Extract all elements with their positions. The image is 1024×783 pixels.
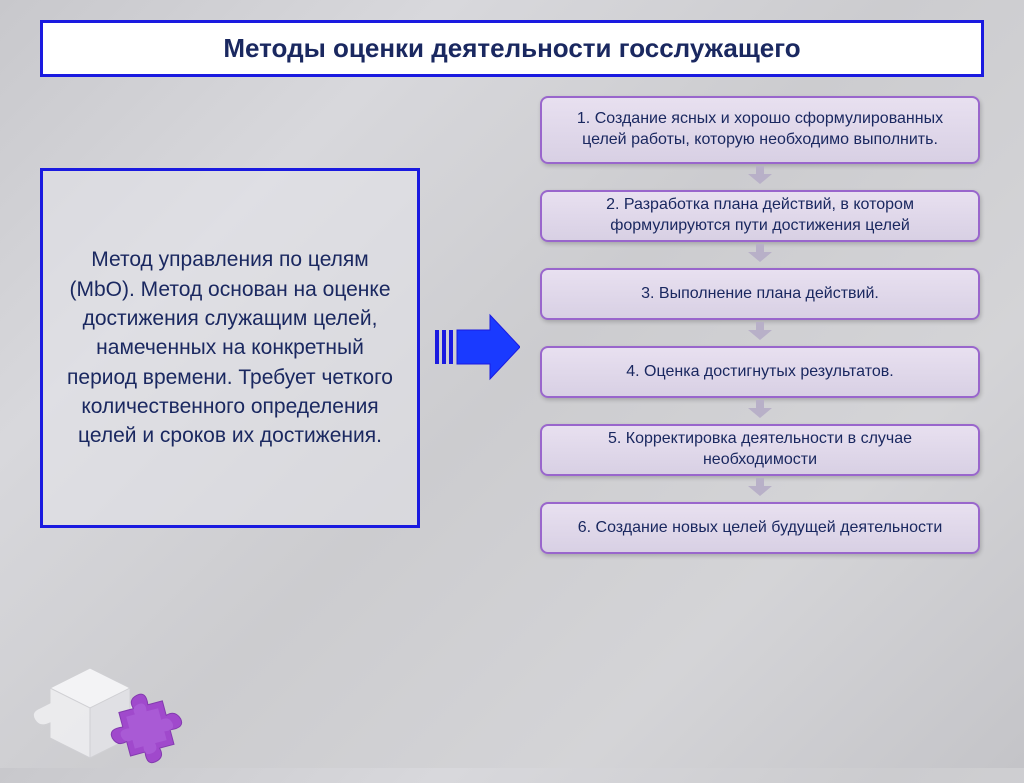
- puzzle-decoration-icon: [20, 618, 220, 778]
- step-5: 5. Корректировка деятельности в случае н…: [540, 424, 980, 476]
- down-arrow-icon: [748, 400, 772, 418]
- right-arrow-icon: [435, 312, 520, 382]
- step-2: 2. Разработка плана действий, в котором …: [540, 190, 980, 242]
- step-4-text: 4. Оценка достигнутых результатов.: [626, 362, 893, 383]
- step-1-text: 1. Создание ясных и хорошо сформулирован…: [556, 109, 964, 151]
- description-text: Метод управления по целям (MbO). Метод о…: [61, 245, 399, 451]
- step-1: 1. Создание ясных и хорошо сформулирован…: [540, 96, 980, 164]
- title-box: Методы оценки деятельности госслужащего: [40, 20, 984, 77]
- step-5-text: 5. Корректировка деятельности в случае н…: [556, 429, 964, 471]
- description-box: Метод управления по целям (MbO). Метод о…: [40, 168, 420, 528]
- step-3-text: 3. Выполнение плана действий.: [641, 284, 879, 305]
- down-arrow-icon: [748, 244, 772, 262]
- step-6: 6. Создание новых целей будущей деятельн…: [540, 502, 980, 554]
- page-title: Методы оценки деятельности госслужащего: [63, 33, 961, 64]
- down-arrow-icon: [748, 478, 772, 496]
- step-4: 4. Оценка достигнутых результатов.: [540, 346, 980, 398]
- step-2-text: 2. Разработка плана действий, в котором …: [556, 195, 964, 237]
- down-arrow-icon: [748, 322, 772, 340]
- step-6-text: 6. Создание новых целей будущей деятельн…: [578, 518, 943, 539]
- step-3: 3. Выполнение плана действий.: [540, 268, 980, 320]
- down-arrow-icon: [748, 166, 772, 184]
